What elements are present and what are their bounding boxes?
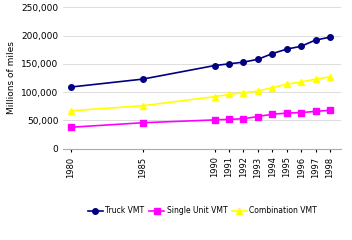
- Combination VMT: [68, 109, 73, 112]
- Truck VMT: [328, 36, 332, 39]
- Line: Truck VMT: Truck VMT: [68, 35, 333, 90]
- Single Unit VMT: [68, 126, 73, 129]
- Single Unit VMT: [241, 117, 246, 120]
- Truck VMT: [140, 78, 145, 81]
- Combination VMT: [213, 95, 217, 98]
- Combination VMT: [227, 93, 231, 96]
- Combination VMT: [256, 90, 260, 92]
- Combination VMT: [284, 83, 289, 86]
- Truck VMT: [241, 61, 246, 64]
- Legend: Truck VMT, Single Unit VMT, Combination VMT: Truck VMT, Single Unit VMT, Combination …: [88, 206, 317, 216]
- Truck VMT: [299, 45, 303, 48]
- Single Unit VMT: [227, 118, 231, 121]
- Single Unit VMT: [284, 112, 289, 114]
- Single Unit VMT: [213, 119, 217, 121]
- Truck VMT: [213, 64, 217, 67]
- Truck VMT: [270, 52, 275, 55]
- Combination VMT: [270, 86, 275, 89]
- Single Unit VMT: [256, 115, 260, 118]
- Truck VMT: [284, 48, 289, 51]
- Single Unit VMT: [270, 113, 275, 116]
- Combination VMT: [299, 81, 303, 84]
- Single Unit VMT: [140, 121, 145, 124]
- Line: Combination VMT: Combination VMT: [67, 73, 333, 114]
- Truck VMT: [227, 62, 231, 65]
- Line: Single Unit VMT: Single Unit VMT: [68, 108, 333, 130]
- Single Unit VMT: [328, 109, 332, 112]
- Y-axis label: Millions of miles: Millions of miles: [7, 42, 16, 114]
- Combination VMT: [241, 91, 246, 94]
- Single Unit VMT: [313, 110, 318, 113]
- Combination VMT: [140, 104, 145, 107]
- Combination VMT: [313, 78, 318, 81]
- Combination VMT: [328, 75, 332, 78]
- Truck VMT: [68, 86, 73, 89]
- Truck VMT: [256, 58, 260, 61]
- Single Unit VMT: [299, 111, 303, 114]
- Truck VMT: [313, 39, 318, 42]
